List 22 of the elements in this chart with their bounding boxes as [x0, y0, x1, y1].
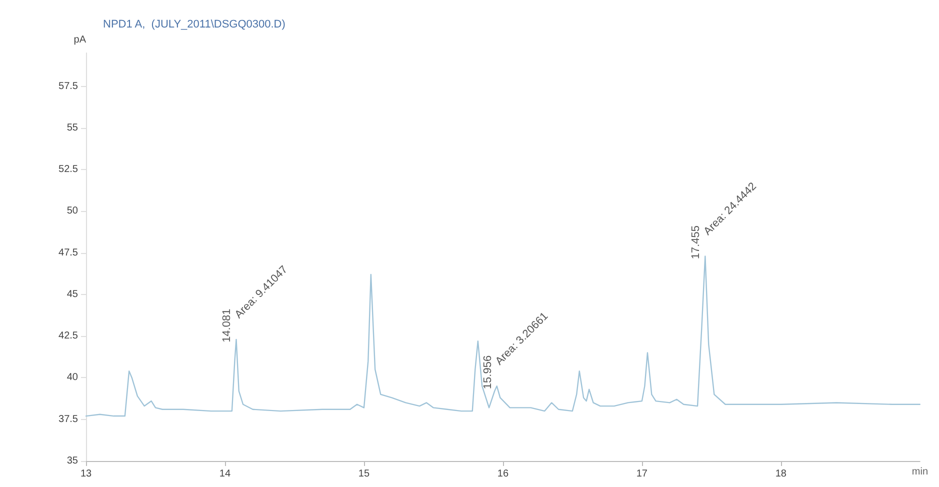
y-tick-label: 45: [66, 288, 78, 300]
x-tick-label: 14: [219, 468, 231, 480]
x-tick-label: 18: [775, 468, 787, 480]
y-tick-label: 50: [66, 206, 78, 217]
y-axis-title: pA: [74, 34, 86, 46]
annotation: 14.081: [221, 308, 234, 342]
y-tick-label: 42.5: [58, 330, 78, 342]
y-tick-label: 55: [66, 122, 78, 134]
y-tick-label: 37.5: [58, 414, 78, 425]
x-tick-label: 16: [497, 468, 509, 480]
y-tick-label: 35: [66, 456, 78, 466]
chart-title: NPD1 A, (JULY_2011\DSGQ0300.D): [103, 18, 286, 30]
y-tick-label: 40: [66, 372, 78, 384]
annotation: 15.956: [482, 355, 494, 390]
y-tick-label: 47.5: [58, 247, 78, 258]
x-axis-title: min: [912, 466, 928, 478]
x-tick-label: 17: [636, 468, 648, 480]
x-tick-label: 13: [80, 468, 92, 480]
y-tick-label: 57.5: [58, 80, 78, 92]
annotation: 17.455: [690, 226, 702, 260]
x-tick-label: 15: [358, 468, 370, 480]
y-tick-label: 52.5: [58, 164, 78, 176]
